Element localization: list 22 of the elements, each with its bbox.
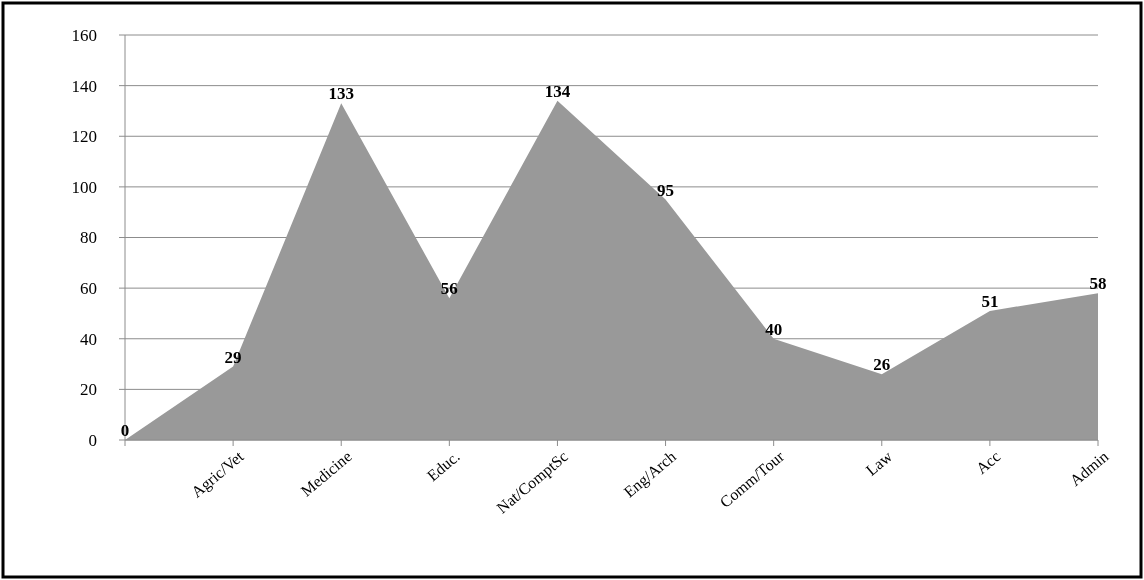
y-tick-label: 80 [80, 228, 97, 248]
y-tick-label: 160 [71, 25, 97, 45]
data-label: 40 [765, 319, 783, 339]
data-label: 51 [981, 291, 999, 311]
y-tick-label: 0 [88, 430, 97, 450]
data-label: 0 [120, 421, 130, 440]
data-label: 26 [873, 355, 891, 375]
x-tick-label: Law [862, 447, 896, 479]
data-label: 29 [224, 347, 242, 367]
y-tick-label: 140 [71, 76, 97, 96]
data-label: 134 [544, 81, 571, 101]
data-label: 95 [657, 180, 675, 200]
x-tick-label: Educ. [423, 447, 463, 485]
y-tick-label: 60 [80, 279, 97, 299]
data-label: 56 [440, 279, 458, 299]
y-tick-label: 20 [80, 380, 97, 400]
x-tick-label: Acc [972, 447, 1004, 478]
data-label: 58 [1089, 274, 1107, 294]
y-tick-label: 40 [80, 329, 97, 349]
y-tick-label: 100 [71, 177, 97, 197]
y-tick-label: 120 [71, 127, 97, 147]
data-label: 133 [328, 84, 354, 104]
